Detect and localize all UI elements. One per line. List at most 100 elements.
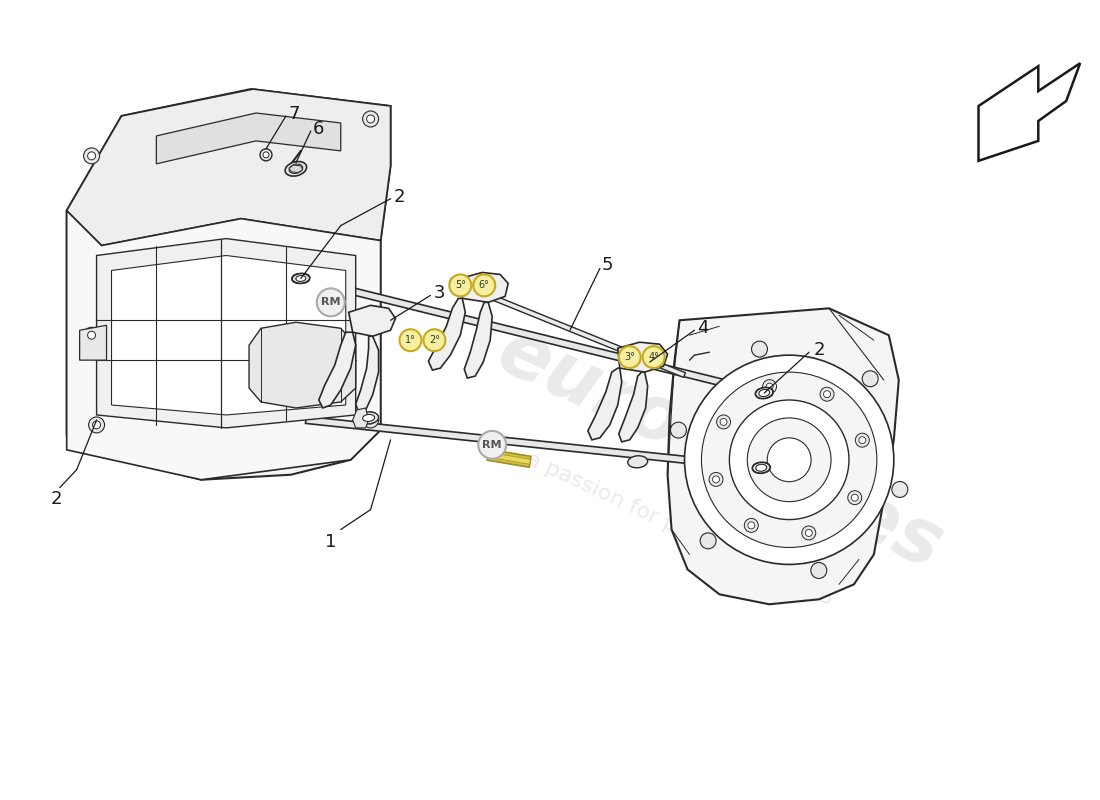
Circle shape — [859, 437, 866, 444]
Polygon shape — [460, 273, 508, 302]
Circle shape — [671, 422, 686, 438]
Polygon shape — [587, 368, 621, 440]
Circle shape — [424, 330, 446, 351]
Circle shape — [366, 416, 375, 424]
Circle shape — [89, 417, 104, 433]
Circle shape — [892, 482, 907, 498]
Ellipse shape — [296, 275, 306, 282]
Circle shape — [766, 383, 773, 390]
Circle shape — [363, 111, 378, 127]
Circle shape — [450, 274, 471, 296]
Circle shape — [767, 438, 811, 482]
Circle shape — [684, 355, 894, 565]
Polygon shape — [668, 308, 899, 604]
Circle shape — [762, 380, 777, 394]
Text: 6: 6 — [312, 120, 324, 138]
Circle shape — [399, 330, 421, 351]
Text: 1: 1 — [326, 533, 337, 550]
Ellipse shape — [756, 464, 767, 471]
Polygon shape — [619, 372, 648, 442]
Circle shape — [729, 400, 849, 519]
Polygon shape — [487, 452, 530, 464]
Circle shape — [317, 288, 344, 316]
Polygon shape — [319, 332, 355, 408]
Circle shape — [88, 331, 96, 339]
Polygon shape — [450, 278, 685, 378]
Circle shape — [745, 518, 758, 532]
Circle shape — [720, 418, 727, 426]
Circle shape — [478, 431, 506, 458]
Circle shape — [642, 346, 664, 368]
Circle shape — [263, 152, 270, 158]
Ellipse shape — [628, 456, 648, 468]
Circle shape — [619, 346, 640, 368]
Polygon shape — [349, 306, 396, 336]
Text: 5: 5 — [602, 257, 614, 274]
Circle shape — [811, 562, 827, 578]
Polygon shape — [97, 238, 355, 428]
Polygon shape — [300, 275, 766, 397]
Text: 7: 7 — [289, 105, 300, 123]
Circle shape — [751, 341, 768, 357]
Text: 2°: 2° — [429, 335, 440, 346]
Circle shape — [802, 526, 816, 540]
Circle shape — [260, 149, 272, 161]
Circle shape — [84, 148, 100, 164]
Text: 2: 2 — [51, 490, 63, 508]
Circle shape — [84, 327, 100, 343]
Text: 1°: 1° — [405, 335, 416, 346]
Polygon shape — [67, 89, 390, 246]
Ellipse shape — [756, 387, 773, 398]
Polygon shape — [464, 302, 492, 378]
Ellipse shape — [359, 412, 378, 424]
Circle shape — [856, 434, 869, 447]
Circle shape — [363, 412, 378, 428]
Circle shape — [805, 530, 812, 537]
Ellipse shape — [289, 164, 302, 174]
Circle shape — [713, 476, 719, 483]
Text: eurospares: eurospares — [485, 314, 954, 586]
Ellipse shape — [292, 274, 310, 283]
Text: 4: 4 — [697, 319, 710, 338]
Circle shape — [821, 387, 834, 401]
Polygon shape — [487, 450, 531, 467]
Circle shape — [88, 152, 96, 160]
Ellipse shape — [759, 390, 770, 397]
Circle shape — [92, 421, 100, 429]
Polygon shape — [355, 336, 378, 412]
Text: 4°: 4° — [648, 352, 659, 362]
Polygon shape — [111, 255, 345, 415]
Circle shape — [862, 370, 878, 386]
Polygon shape — [353, 408, 369, 428]
Text: 3: 3 — [433, 284, 444, 302]
Text: 3°: 3° — [625, 352, 635, 362]
Ellipse shape — [285, 162, 307, 176]
Text: RM: RM — [483, 440, 502, 450]
Polygon shape — [67, 89, 390, 480]
Circle shape — [473, 274, 495, 296]
Circle shape — [701, 533, 716, 549]
Polygon shape — [249, 322, 355, 408]
Text: 2: 2 — [394, 188, 405, 206]
Circle shape — [366, 115, 375, 123]
Polygon shape — [979, 63, 1080, 161]
Circle shape — [851, 494, 858, 501]
Polygon shape — [67, 210, 381, 480]
Circle shape — [702, 372, 877, 547]
Text: 2: 2 — [814, 341, 826, 359]
Circle shape — [824, 390, 830, 398]
Circle shape — [710, 473, 723, 486]
Polygon shape — [156, 113, 341, 164]
Ellipse shape — [752, 462, 770, 474]
Circle shape — [848, 490, 861, 505]
Text: RM: RM — [321, 298, 341, 307]
Polygon shape — [79, 326, 107, 360]
Text: 5°: 5° — [454, 280, 465, 290]
Polygon shape — [428, 298, 465, 370]
Text: 6°: 6° — [478, 280, 490, 290]
Polygon shape — [306, 417, 761, 471]
Circle shape — [716, 415, 730, 429]
Text: a passion for parts since 1985: a passion for parts since 1985 — [522, 450, 836, 610]
Circle shape — [747, 418, 830, 502]
Polygon shape — [618, 342, 668, 372]
